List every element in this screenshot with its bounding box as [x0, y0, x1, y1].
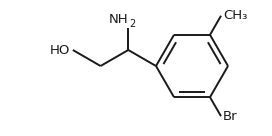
Text: CH₃: CH₃ — [223, 9, 247, 22]
Text: 2: 2 — [129, 19, 135, 29]
Text: NH: NH — [109, 13, 128, 26]
Text: Br: Br — [223, 110, 238, 123]
Text: HO: HO — [50, 44, 70, 56]
